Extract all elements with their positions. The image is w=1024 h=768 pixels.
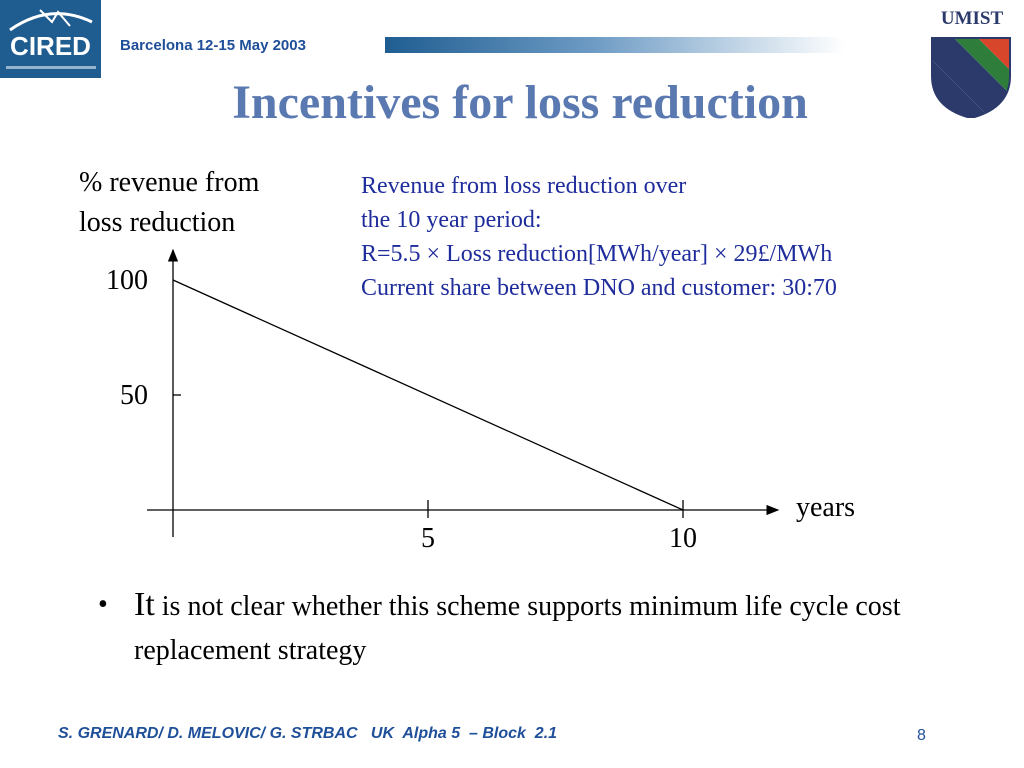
shield-icon [931, 37, 1011, 118]
x-tick-label-10: 10 [669, 523, 697, 554]
bullet-text: It is not clear whether this scheme supp… [134, 583, 954, 673]
umist-logo-text: UMIST [940, 8, 1004, 29]
cired-logo-text: CIRED [10, 31, 91, 61]
x-tick-label-5: 5 [421, 523, 435, 554]
lightning-icon [9, 9, 93, 32]
revenue-info: Revenue from loss reduction over the 10 … [361, 169, 837, 305]
y-tick-label-100: 100 [106, 265, 148, 296]
revenue-info-line2: the 10 year period: [361, 207, 542, 233]
bullet-lead-word: It [134, 586, 155, 623]
bullet-marker: • [98, 589, 108, 620]
revenue-share-line [172, 279, 684, 511]
footer-authors: S. GRENARD/ D. MELOVIC/ G. STRBAC UK Alp… [58, 725, 558, 742]
page-number: 8 [917, 727, 926, 744]
header-gradient-bar [385, 37, 845, 53]
x-axis-label: years [796, 492, 855, 523]
share-info: Current share between DNO and customer: … [361, 275, 837, 301]
cired-logo: CIRED [0, 0, 101, 78]
cired-logo-strip [6, 66, 96, 69]
y-axis-label-line2: loss reduction [79, 207, 236, 238]
y-axis-label-line1: % revenue from [79, 167, 260, 198]
slide-title: Incentives for loss reduction [232, 76, 808, 129]
revenue-info-line1: Revenue from loss reduction over [361, 173, 687, 199]
conference-info: Barcelona 12-15 May 2003 [120, 37, 306, 54]
y-axis-label: % revenue from loss reduction [79, 163, 259, 243]
y-tick-label-50: 50 [120, 380, 148, 411]
revenue-formula: R=5.5 × Loss reduction[MWh/year] × 29£/M… [361, 241, 833, 267]
umist-logo: UMIST [926, 8, 1018, 118]
bullet-rest: is not clear whether this scheme support… [134, 591, 901, 666]
